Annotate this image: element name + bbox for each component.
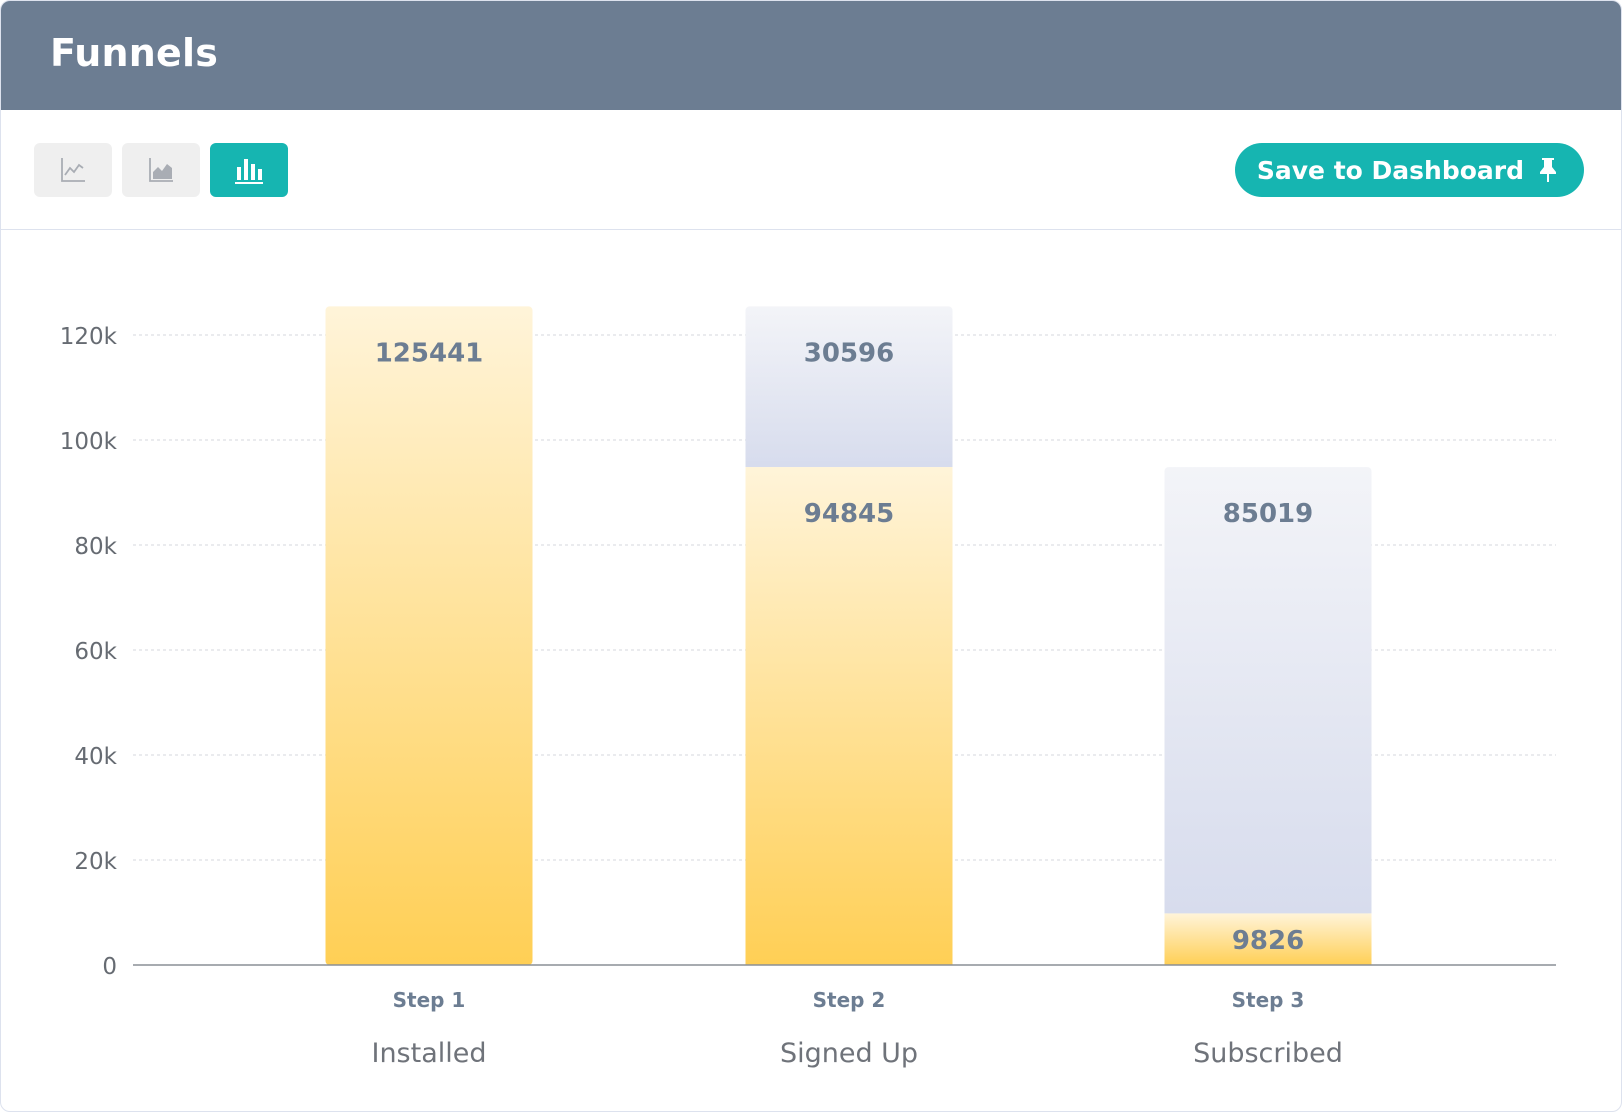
pin-icon (1540, 158, 1556, 182)
converted-value-label: 125441 (375, 338, 484, 368)
converted-bar (1164, 913, 1372, 965)
y-tick-label: 0 (102, 954, 117, 980)
y-tick-label: 40k (74, 744, 117, 770)
dropped-bar-edge (1164, 907, 1372, 914)
line-chart-button[interactable] (34, 143, 112, 197)
page-title: Funnels (50, 31, 219, 75)
step-label: Step 3 (1232, 988, 1305, 1012)
line-chart-icon (61, 158, 85, 182)
bar-chart-button[interactable] (210, 143, 288, 197)
dropped-value-label: 85019 (1223, 499, 1313, 529)
step-label: Step 2 (813, 988, 886, 1012)
converted-bar (325, 306, 533, 965)
y-tick-label: 20k (74, 849, 117, 875)
y-tick-label: 100k (60, 429, 118, 455)
converted-bar (745, 467, 953, 965)
save-to-dashboard-button[interactable]: Save to Dashboard (1234, 143, 1584, 197)
save-to-dashboard-label: Save to Dashboard (1256, 155, 1524, 185)
converted-value-label: 94845 (804, 499, 894, 529)
chart-area: 0 20k 40k 60k 80k 100k 120k 125441 Step 1 Install… (1, 230, 1621, 1110)
y-tick-label: 80k (74, 534, 117, 560)
category-label: Signed Up (780, 1038, 918, 1069)
dropped-bar (745, 306, 953, 468)
step-label: Step 1 (393, 988, 466, 1012)
category-label: Installed (371, 1038, 486, 1069)
y-tick-label: 60k (74, 639, 117, 665)
dropped-bar-edge (745, 461, 953, 468)
category-label: Subscribed (1193, 1038, 1343, 1069)
dropped-value-label: 30596 (804, 338, 894, 368)
funnel-chart: 0 20k 40k 60k 80k 100k 120k 125441 Step 1 Install… (60, 306, 1556, 1069)
card-header: Funnels (1, 1, 1621, 110)
bar-chart-icon (235, 159, 263, 184)
y-tick-label: 120k (60, 324, 118, 350)
area-chart-icon (149, 158, 173, 182)
converted-value-label: 9826 (1232, 926, 1304, 956)
dropped-bar (1164, 467, 1372, 914)
area-chart-button[interactable] (122, 143, 200, 197)
chart-toolbar: Save to Dashboard (1, 110, 1621, 230)
